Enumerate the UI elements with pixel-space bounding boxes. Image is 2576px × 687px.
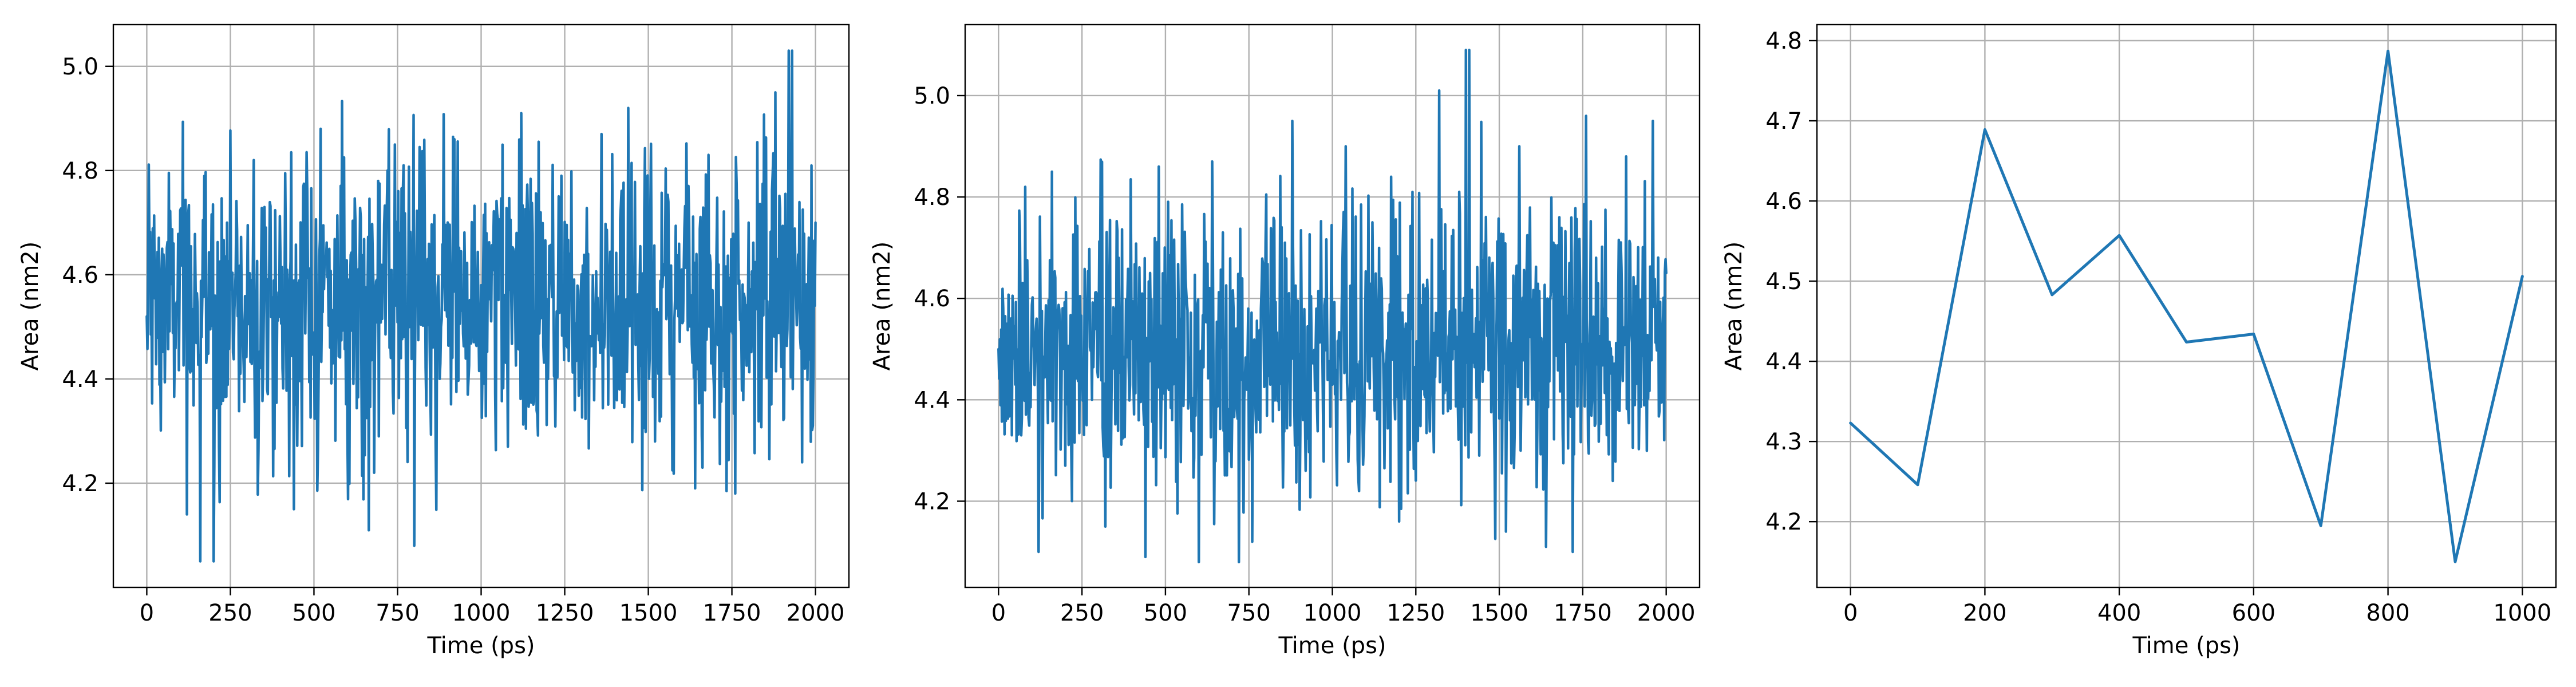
chart-panel-3: 0 200 400 600 800 1000 4.2 4.3 4.4 4.5 4.6 4.7 4.8 Ti… — [1721, 23, 2557, 659]
y-axis-label: Area (nm2) — [1721, 242, 1747, 371]
y-axis-label: Area (nm2) — [17, 242, 44, 371]
x-tick-label: 1750 — [703, 600, 761, 626]
y-tick-label: 4.8 — [62, 158, 98, 184]
y-tick-label: 4.2 — [914, 488, 950, 515]
x-tick-label: 750 — [1227, 600, 1271, 626]
x-axis-label: Time (ps) — [1278, 633, 1386, 659]
x-tick-label: 2000 — [787, 600, 845, 626]
x-tick-label: 800 — [2366, 600, 2409, 626]
x-tick-label: 1250 — [1386, 600, 1445, 626]
x-tick-label: 2000 — [1637, 600, 1696, 626]
axes-frame — [1816, 23, 2557, 589]
x-tick-label: 200 — [1963, 600, 2006, 626]
x-axis-label: Time (ps) — [426, 633, 535, 659]
x-tick-label: 500 — [1144, 600, 1187, 626]
y-tick-label: 4.6 — [914, 286, 950, 312]
y-tick-label: 4.5 — [1765, 269, 1802, 295]
y-tick-label: 4.2 — [62, 471, 98, 497]
series-line — [1849, 49, 2524, 563]
x-tick-label: 1000 — [2493, 600, 2551, 626]
x-tick-label: 0 — [140, 600, 154, 626]
y-tick-label: 4.6 — [62, 262, 98, 289]
x-axis-label: Time (ps) — [2132, 633, 2240, 659]
series-line — [997, 49, 1668, 563]
x-tick-label: 1000 — [452, 600, 511, 626]
x-tick-label: 0 — [991, 600, 1006, 626]
x-tick-label: 250 — [1060, 600, 1104, 626]
x-tick-label: 1500 — [1470, 600, 1528, 626]
y-axis-label: Area (nm2) — [869, 242, 895, 371]
x-tick-label: 1250 — [536, 600, 594, 626]
x-tick-label: 250 — [208, 600, 252, 626]
x-tick-label: 1000 — [1303, 600, 1362, 626]
y-tick-label: 4.4 — [914, 387, 950, 413]
x-tick-label: 400 — [2097, 600, 2141, 626]
y-tick-label: 4.8 — [1765, 28, 1802, 54]
x-tick-label: 750 — [376, 600, 419, 626]
y-tick-label: 5.0 — [914, 83, 950, 109]
y-tick-label: 4.4 — [62, 366, 98, 393]
x-tick-label: 1750 — [1554, 600, 1612, 626]
y-tick-label: 5.0 — [62, 54, 98, 80]
x-tick-label: 500 — [292, 600, 335, 626]
y-tick-label: 4.2 — [1765, 509, 1802, 535]
x-tick-label: 1500 — [619, 600, 678, 626]
y-tick-label: 4.4 — [1765, 349, 1802, 375]
x-tick-label: 0 — [1843, 600, 1858, 626]
y-tick-label: 4.6 — [1765, 188, 1802, 215]
chart-panel-2: 0 250 500 750 1000 1250 1500 1750 2000 4.2 4.4 4.6 4… — [869, 23, 1701, 659]
chart-panel-1: 0 250 500 750 1000 1250 1500 1750 2000 4.2 4.4 4.6 4… — [17, 23, 850, 659]
series-line — [145, 49, 817, 563]
y-tick-label: 4.8 — [914, 184, 950, 211]
x-tick-label: 600 — [2232, 600, 2275, 626]
y-tick-label: 4.3 — [1765, 429, 1802, 455]
y-tick-label: 4.7 — [1765, 108, 1802, 135]
